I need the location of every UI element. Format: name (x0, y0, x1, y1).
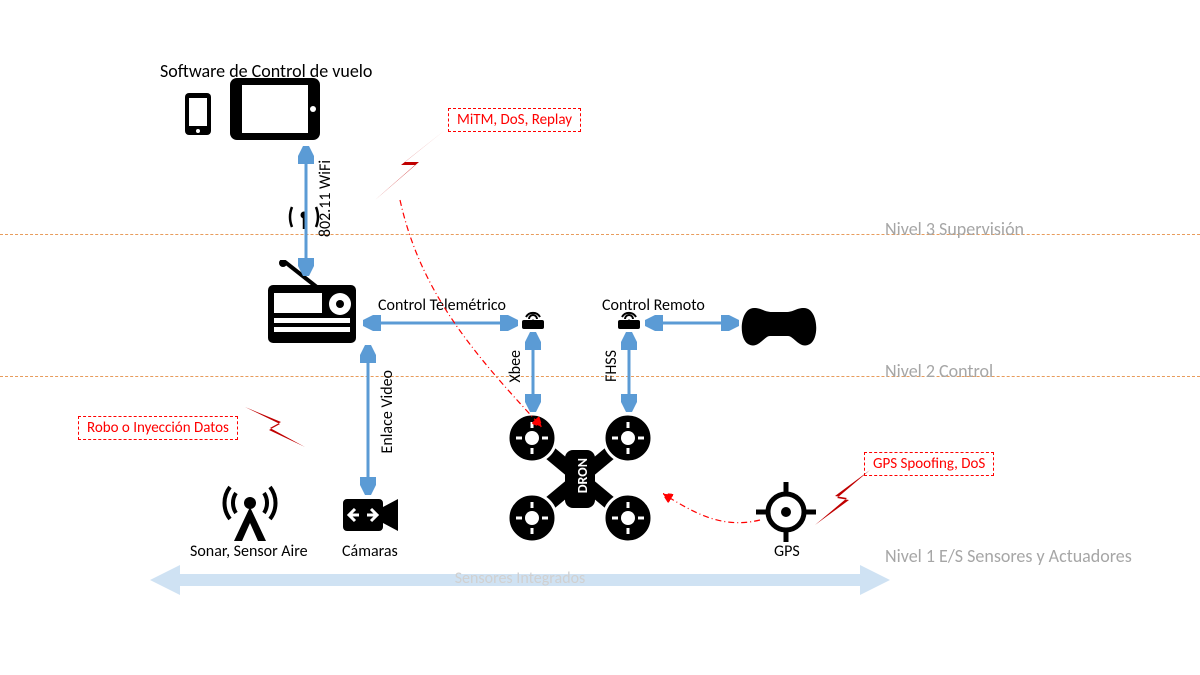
red-threat-flows (0, 0, 1200, 675)
